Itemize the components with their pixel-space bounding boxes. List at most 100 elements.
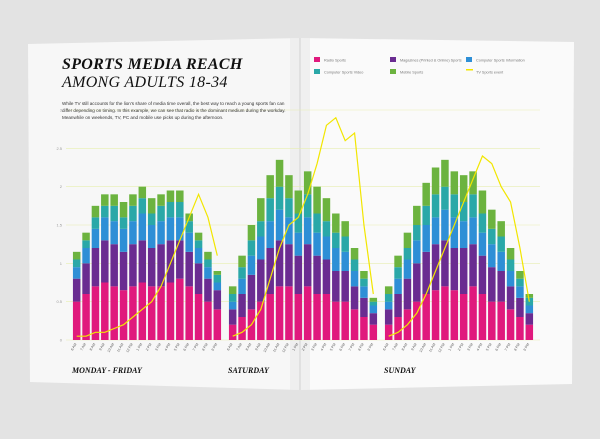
bar-segment (332, 301, 340, 340)
bar-segment (185, 232, 193, 252)
bar-segment (275, 159, 284, 187)
x-tick-label: 8 AM (401, 342, 408, 351)
bar-segment (450, 217, 459, 248)
bar-segment (341, 251, 349, 271)
bar-segment (322, 259, 331, 294)
bar-segment (238, 278, 246, 294)
bar-segment (213, 282, 222, 291)
bar-segment (101, 194, 109, 206)
bar-segment (431, 167, 440, 195)
bar-segment (247, 274, 256, 310)
bar-segment (157, 244, 165, 287)
bar-segment (138, 282, 147, 340)
bar-segment (488, 228, 496, 245)
bar-segment (204, 259, 212, 268)
bar-segment (497, 271, 505, 302)
bar-segment (403, 248, 412, 260)
bar-segment (469, 171, 477, 195)
x-tick-label: 8 PM (201, 342, 209, 351)
bar-segment (478, 294, 487, 340)
bar-segment (194, 240, 203, 248)
bar-segment (204, 267, 212, 279)
x-tick-label: 6 PM (183, 342, 191, 351)
bar-segment (450, 290, 459, 340)
bar-segment (303, 171, 312, 195)
bar-segment (147, 198, 156, 214)
legend-swatch (466, 69, 473, 71)
bar-segment (431, 244, 440, 291)
bar-segment (369, 313, 378, 325)
bar-segment (101, 205, 109, 218)
bar-segment (257, 221, 265, 237)
bar-segment (228, 286, 237, 294)
bar-segment (450, 194, 459, 218)
bar-segment (350, 248, 359, 260)
x-tick-label: 1 PM (448, 342, 456, 351)
bar-segment (147, 225, 156, 248)
y-tick-label: 0.5 (56, 299, 62, 304)
bar-segment (394, 317, 402, 340)
bar-segment (129, 286, 137, 340)
bar-segment (213, 271, 222, 275)
bar-segment (101, 282, 109, 340)
group-label: SUNDAY (384, 366, 417, 375)
bar-segment (138, 213, 147, 241)
bar-segment (525, 324, 534, 340)
bar-segment (238, 267, 246, 279)
bar-segment (525, 297, 534, 306)
x-tick-label: 9 AM (410, 342, 417, 351)
legend-swatch (314, 57, 320, 62)
bar-segment (129, 205, 137, 222)
bar-segment (322, 198, 331, 222)
bar-segment (369, 305, 378, 314)
bar-segment (213, 309, 222, 340)
bar-segment (228, 301, 237, 310)
bar-segment (394, 278, 402, 294)
bar-segment (369, 324, 378, 340)
bar-segment (257, 301, 265, 340)
bar-segment (119, 202, 128, 218)
bar-segment (459, 248, 468, 294)
bar-segment (459, 294, 468, 340)
bar-segment (350, 309, 359, 340)
bar-segment (91, 228, 100, 248)
x-tick-label: 7 AM (235, 342, 242, 351)
bar-segment (176, 240, 184, 279)
bar-segment (422, 294, 430, 340)
bar-segment (497, 236, 505, 252)
bar-segment (194, 232, 203, 241)
bar-segment (266, 221, 274, 248)
bar-segment (138, 186, 147, 199)
x-tick-label: 11 AM (428, 342, 436, 352)
bar-segment (266, 175, 274, 199)
bar-segment (413, 205, 421, 225)
bar-segment (110, 244, 118, 287)
bar-segment (506, 248, 515, 260)
legend-swatch (390, 69, 396, 74)
bar-segment (110, 286, 118, 340)
bar-segment (413, 263, 421, 302)
bar-segment (469, 217, 477, 245)
bar-segment (238, 294, 246, 317)
x-tick-label: 7 PM (504, 342, 512, 351)
x-tick-label: 4 PM (164, 342, 172, 351)
bar-segment (82, 263, 90, 294)
legend-item: Mobile Sports (390, 69, 423, 75)
x-tick-label: 6 AM (226, 342, 233, 351)
bar-segment (431, 217, 440, 245)
chart-subtitle: AMONG ADULTS 18-34 (62, 74, 228, 91)
bar-segment (285, 198, 293, 218)
bar-segment (394, 255, 402, 268)
bar-segment (275, 209, 284, 241)
bar-segment (157, 286, 165, 340)
x-tick-label: 3 PM (310, 342, 318, 351)
legend-swatch (466, 57, 472, 62)
x-tick-label: 1 PM (292, 342, 300, 351)
bar-segment (413, 301, 421, 340)
bar-segment (384, 301, 393, 310)
bar-segment (185, 286, 193, 340)
bar-segment (516, 286, 524, 298)
bar-segment (422, 225, 430, 252)
x-tick-label: 12 PM (281, 342, 290, 353)
x-tick-label: 4 PM (320, 342, 328, 351)
